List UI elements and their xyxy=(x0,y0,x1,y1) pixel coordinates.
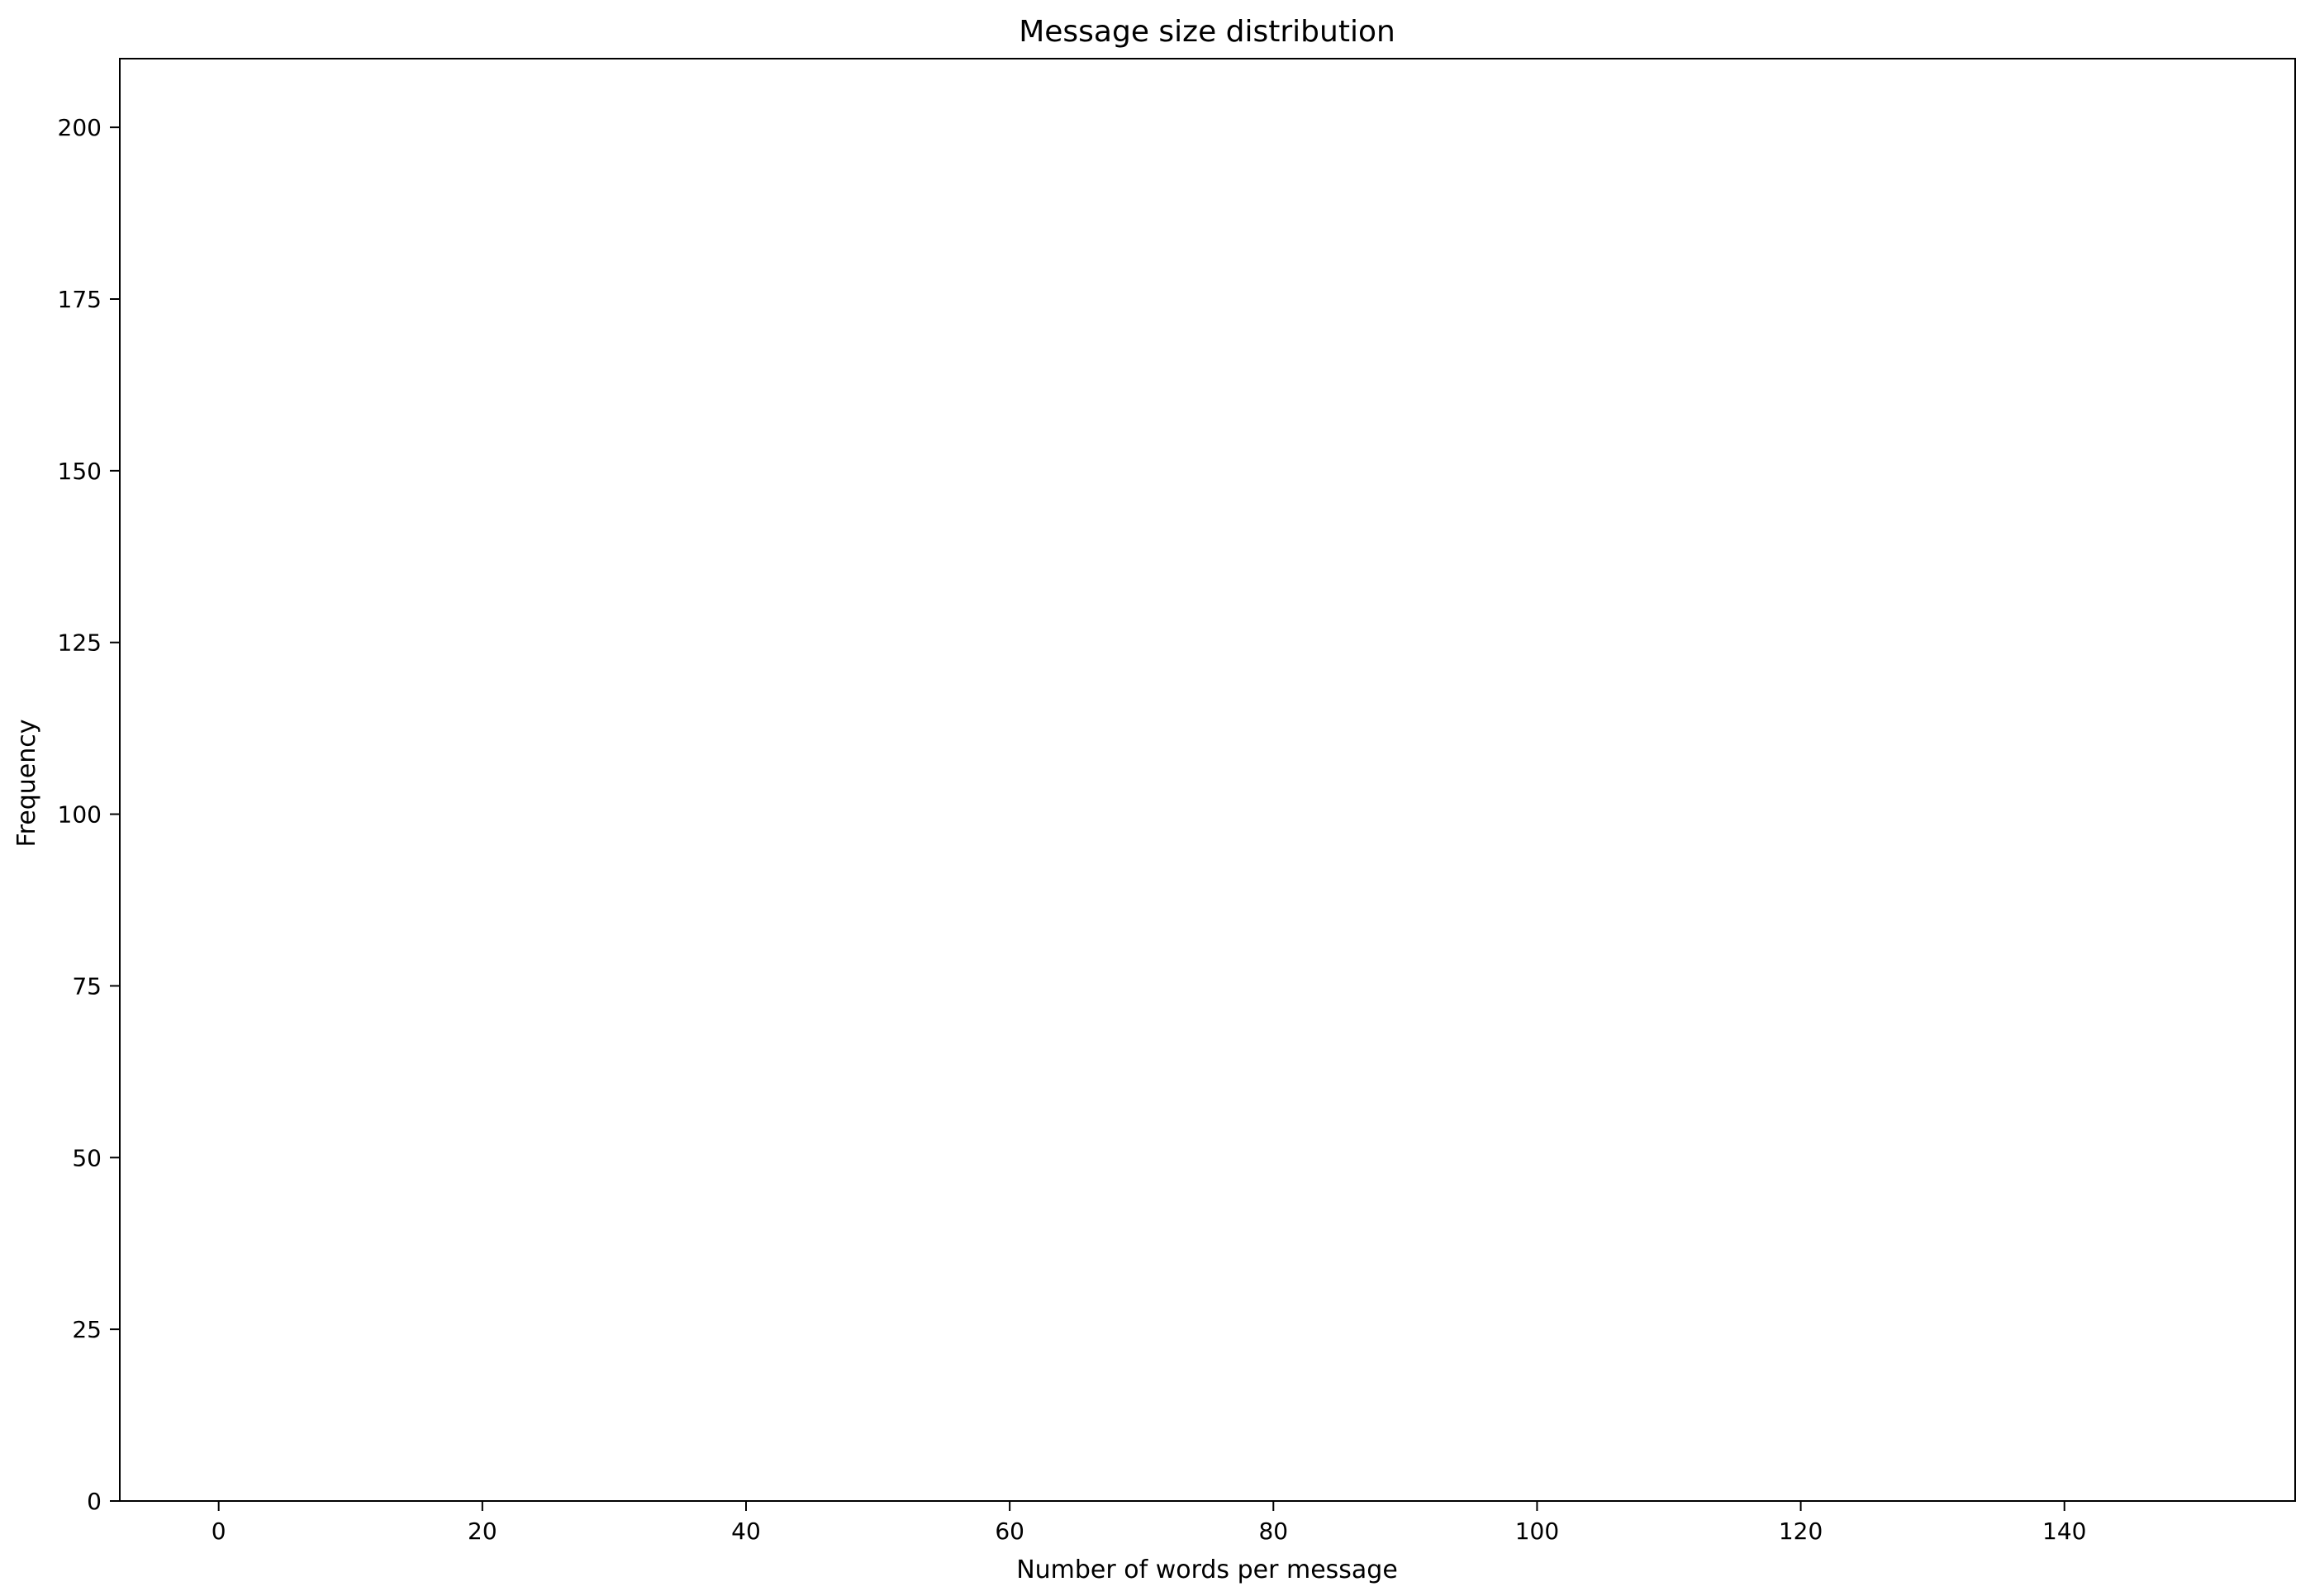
y-tick-label: 50 xyxy=(72,1144,102,1171)
plot-frame xyxy=(119,58,2296,1502)
x-tick-label: 60 xyxy=(995,1518,1024,1545)
x-tick-label: 0 xyxy=(212,1518,226,1545)
x-axis-label: Number of words per message xyxy=(1016,1556,1398,1584)
y-axis-label: Frequency xyxy=(12,720,41,848)
y-tick-label: 75 xyxy=(72,972,102,1000)
y-tick-label: 0 xyxy=(87,1488,102,1515)
x-tick-label: 80 xyxy=(1258,1518,1288,1545)
chart-title: Message size distribution xyxy=(1019,15,1395,49)
x-tick-label: 20 xyxy=(468,1518,497,1545)
ticks: 0 20 40 60 80 100 120 140 0 25 50 75 100 125 150 175 200 xyxy=(58,114,2087,1545)
x-tick-label: 120 xyxy=(1779,1518,1823,1545)
y-tick-label: 100 xyxy=(58,801,102,829)
y-tick-label: 150 xyxy=(58,458,102,485)
y-tick-label: 25 xyxy=(72,1316,102,1343)
x-tick-label: 40 xyxy=(731,1518,761,1545)
x-tick-label: 140 xyxy=(2042,1518,2086,1545)
y-tick-label: 175 xyxy=(58,286,102,313)
axes xyxy=(119,58,2296,1502)
x-tick-label: 100 xyxy=(1515,1518,1559,1545)
y-tick-label: 200 xyxy=(58,114,102,141)
y-tick-label: 125 xyxy=(58,629,102,657)
